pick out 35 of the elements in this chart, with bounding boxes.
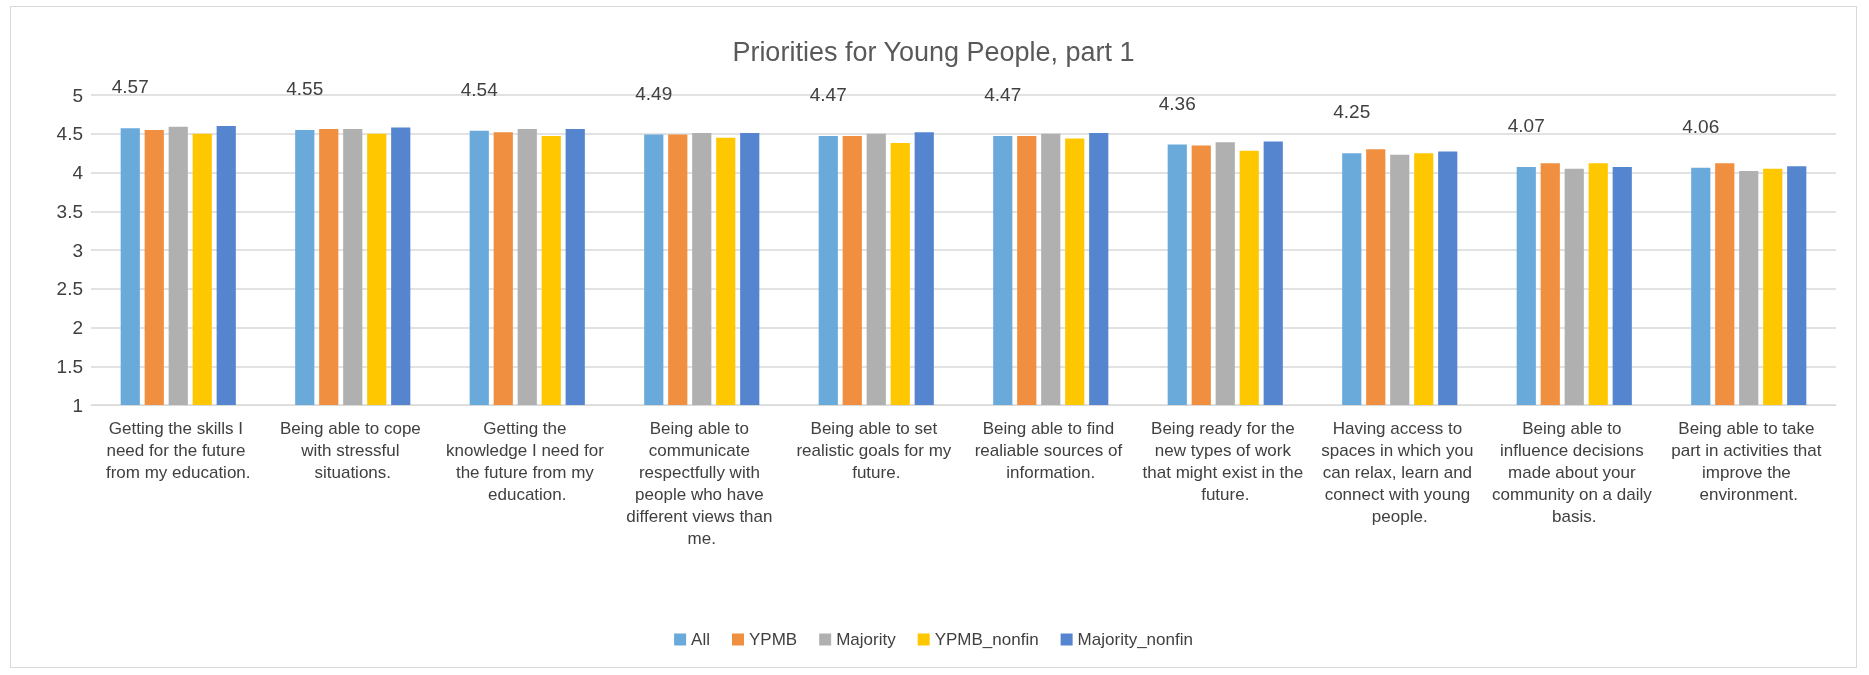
chart-title: Priorities for Young People, part 1 bbox=[732, 36, 1135, 67]
y-tick-label: 4 bbox=[72, 162, 84, 183]
data-label: 4.36 bbox=[1158, 92, 1196, 114]
data-label: 4.49 bbox=[635, 82, 673, 104]
x-tick-label: Having access to spaces in which you can relax, learn and connect with young people. bbox=[1321, 418, 1479, 526]
y-tick-label: 1 bbox=[72, 394, 83, 416]
data-label: 4.55 bbox=[286, 77, 324, 99]
legend-label: Majority bbox=[836, 630, 897, 649]
legend-label: YPMB bbox=[748, 630, 798, 649]
y-tick-label: 4.5 bbox=[56, 123, 83, 145]
y-tick-label: 2 bbox=[72, 317, 83, 338]
data-label: 4.47 bbox=[984, 84, 1022, 106]
x-tick-label: Being able to influence decisions made about your community on a daily basis. bbox=[1492, 418, 1657, 526]
x-tick-label: Being able to cope with stressful situations. bbox=[279, 418, 426, 482]
x-tick-label: Getting the knowledge I need for the future from my education. bbox=[445, 418, 609, 504]
x-tick-label: Getting the skills I need for the future from my education. bbox=[105, 418, 251, 482]
data-label: 4.57 bbox=[111, 76, 149, 98]
legend-label: All bbox=[691, 630, 710, 649]
y-tick-label: 2.5 bbox=[56, 278, 83, 300]
data-label: 4.47 bbox=[809, 84, 847, 106]
legend-label: Majority_nonfin bbox=[1077, 630, 1193, 649]
data-label: 4.25 bbox=[1333, 101, 1371, 123]
y-tick-label: 5 bbox=[72, 84, 83, 106]
data-label: 4.06 bbox=[1682, 115, 1720, 137]
y-tick-label: 3.5 bbox=[56, 200, 83, 222]
x-tick-label: Being able to communicate respectfully with people who have different views than me. bbox=[626, 418, 778, 548]
x-tick-label: Being able to find realiable sources of information. bbox=[974, 418, 1127, 482]
data-label: 4.54 bbox=[460, 78, 499, 100]
y-tick-label: 3 bbox=[72, 239, 83, 261]
legend-label: YPMB_nonfin bbox=[934, 630, 1039, 649]
y-tick-label: 1.5 bbox=[56, 355, 83, 377]
x-tick-label: Being able to set realistic goals for my future. bbox=[796, 418, 957, 482]
x-tick-label: Being ready for the new types of work that might exist in the future. bbox=[1142, 418, 1308, 504]
x-tick-label: Being able to take part in activities that improve the environment. bbox=[1671, 418, 1827, 504]
data-label: 4.07 bbox=[1507, 115, 1545, 137]
